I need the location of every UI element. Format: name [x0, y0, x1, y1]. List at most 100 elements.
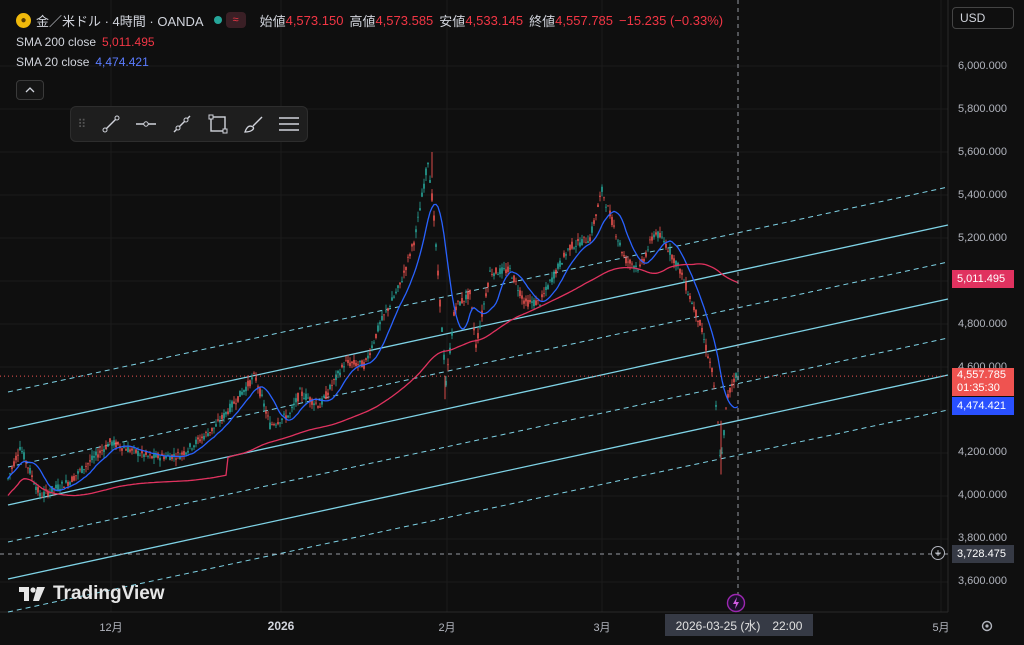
y-tick: 5,600.000: [958, 146, 1007, 158]
close-label: 終値: [529, 13, 556, 29]
candle-body: [351, 361, 353, 364]
candle-body: [183, 451, 185, 456]
close-value: 4,557.785: [555, 12, 614, 28]
candle-body: [135, 449, 137, 453]
candle-body: [479, 325, 481, 328]
candle-body: [375, 333, 377, 338]
candle-body: [121, 448, 123, 451]
candle-body: [455, 306, 457, 311]
candle-body: [213, 427, 215, 429]
tradingview-logo[interactable]: TradingView: [18, 583, 165, 605]
indicator-sma200[interactable]: SMA 200 close 5,011.495: [16, 32, 723, 52]
candle-body: [33, 483, 35, 485]
candle-body: [163, 456, 165, 460]
horizontal-ray-icon[interactable]: [129, 107, 165, 141]
candle-body: [259, 388, 261, 397]
candle-body: [27, 467, 29, 469]
candle-body: [267, 415, 269, 417]
candle-body: [263, 403, 265, 407]
market-status-icon[interactable]: [213, 16, 222, 24]
brush-icon[interactable]: [236, 107, 272, 141]
candle-body: [79, 469, 81, 471]
candle-body: [541, 294, 543, 298]
candle-body: [539, 304, 541, 306]
y-tick: 5,800.000: [958, 103, 1007, 115]
text-lines-icon[interactable]: [271, 107, 307, 141]
settings-gear-icon[interactable]: [980, 619, 994, 636]
sma20-price-tag: 4,474.421: [952, 397, 1014, 415]
candle-body: [689, 295, 691, 300]
candle-body: [227, 411, 229, 414]
candle-body: [711, 368, 713, 373]
wave-icon[interactable]: ≈: [225, 12, 246, 28]
candle-body: [181, 452, 183, 455]
lightning-event-icon[interactable]: [726, 593, 746, 616]
candle-body: [251, 377, 253, 380]
drag-handle-icon[interactable]: ⠿: [77, 117, 87, 131]
trend-line-icon[interactable]: [93, 107, 129, 141]
candle-body: [299, 388, 301, 390]
candlestick-series[interactable]: [7, 152, 739, 503]
candle-body: [489, 270, 491, 272]
candle-body: [387, 308, 389, 311]
candle-body: [551, 277, 553, 283]
candle-body: [547, 285, 549, 290]
candle-body: [643, 259, 645, 262]
candle-body: [405, 266, 407, 271]
y-tick: 3,800.000: [958, 532, 1007, 544]
candle-body: [365, 358, 367, 360]
chart-legend: ● 金／米ドル · 4時間 · OANDA ≈ 始値 4,573.150 高値 4,…: [16, 10, 723, 72]
moving-averages[interactable]: [7, 203, 739, 497]
rectangle-icon[interactable]: [200, 107, 236, 141]
symbol-title[interactable]: 金／米ドル · 4時間 · OANDA: [36, 13, 204, 29]
add-alert-icon[interactable]: +: [931, 546, 945, 560]
candle-body: [565, 254, 567, 256]
candle-body: [153, 453, 155, 459]
drawing-toolbar[interactable]: ⠿: [70, 106, 308, 142]
candle-body: [473, 328, 475, 331]
candle-body: [151, 456, 153, 459]
candle-body: [305, 393, 307, 400]
candle-body: [587, 241, 589, 243]
tradingview-wordmark: TradingView: [53, 583, 165, 604]
candle-body: [157, 453, 159, 459]
channel-line-dashed: [7, 337, 949, 543]
candle-body: [627, 261, 629, 263]
ray-icon[interactable]: [164, 107, 200, 141]
candle-body: [29, 467, 31, 474]
candle-body: [575, 245, 577, 247]
regression-channel[interactable]: [7, 186, 949, 613]
indicator-sma20[interactable]: SMA 20 close 4,474.421: [16, 52, 723, 72]
candle-body: [67, 482, 69, 486]
candle-body: [337, 371, 339, 374]
candle-body: [285, 415, 287, 420]
candle-body: [207, 433, 209, 437]
candle-body: [43, 491, 45, 496]
candle-body: [347, 359, 349, 363]
bar-countdown: 01:35:30: [957, 382, 1000, 394]
candle-body: [371, 345, 373, 349]
candle-body: [509, 267, 511, 269]
candle-body: [393, 296, 395, 298]
candle-body: [105, 444, 107, 450]
candle-body: [77, 471, 79, 474]
candle-body: [475, 344, 477, 348]
candle-body: [383, 314, 385, 316]
channel-line: [7, 298, 949, 506]
collapse-legend-button[interactable]: [16, 80, 44, 100]
candle-body: [161, 453, 163, 456]
candle-body: [277, 422, 279, 425]
candle-body: [629, 259, 631, 264]
sma200-line: [7, 263, 739, 497]
candle-body: [37, 487, 39, 493]
candle-body: [209, 432, 211, 434]
candle-body: [661, 236, 663, 238]
candle-body: [669, 247, 671, 255]
indicator-value: 5,011.495: [102, 35, 155, 49]
currency-select[interactable]: USD: [952, 7, 1014, 29]
candle-body: [241, 391, 243, 395]
candle-body: [665, 243, 667, 248]
candle-body: [633, 265, 635, 269]
candle-body: [293, 403, 295, 406]
